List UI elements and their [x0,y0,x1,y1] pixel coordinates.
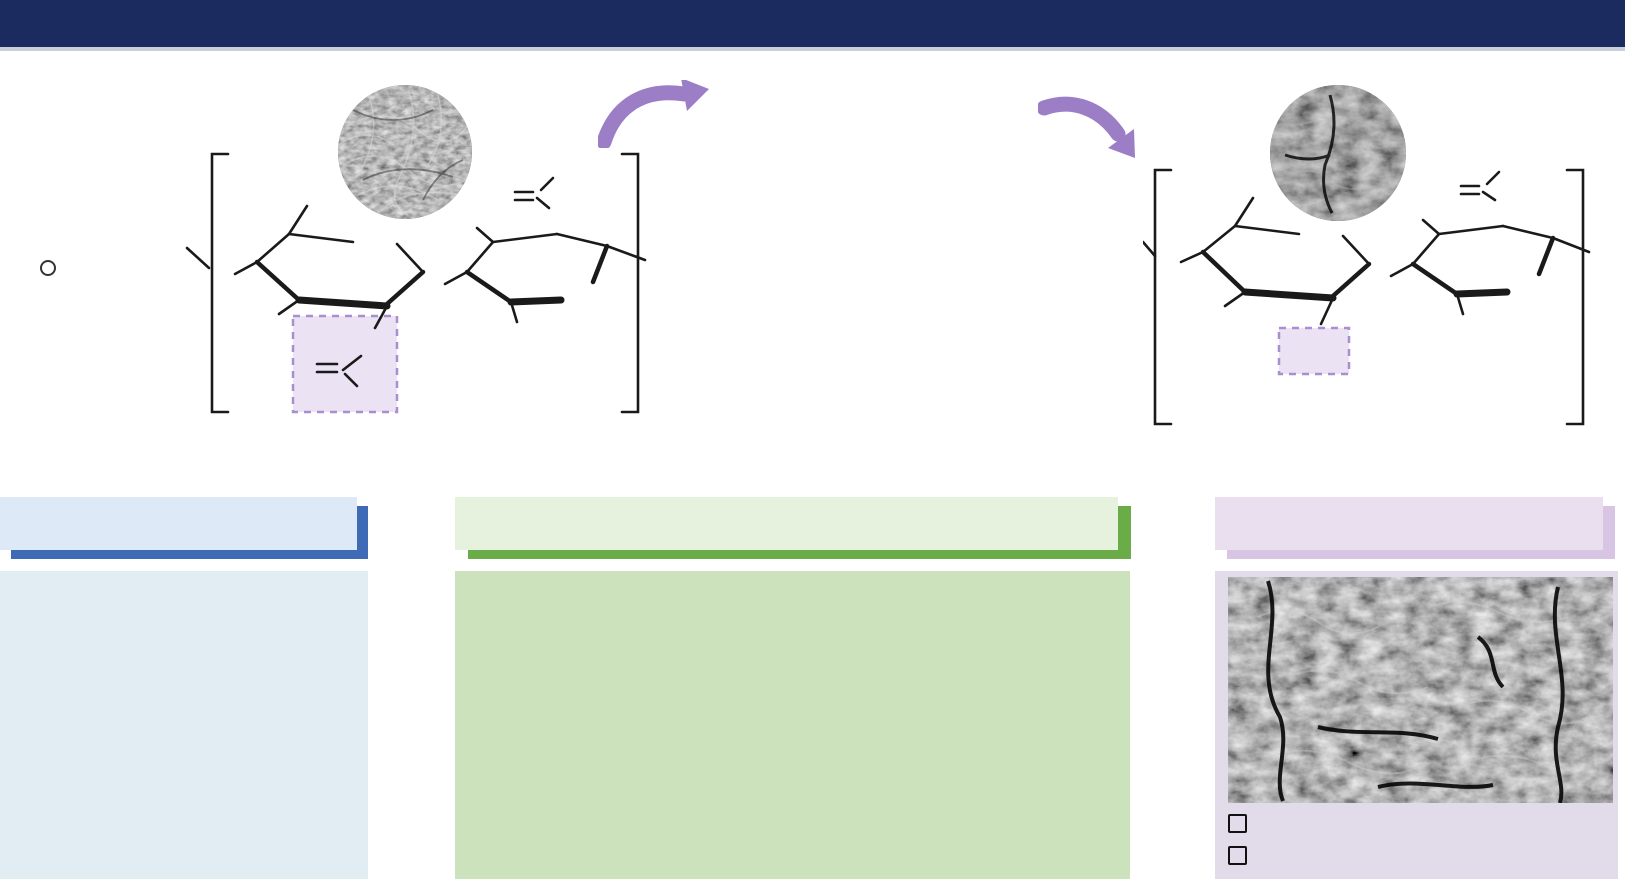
alkaline-panel-body [0,571,368,879]
effects-panel-body [455,571,1130,879]
bullet-row [1228,846,1261,865]
chitosan-sem-inset [1270,85,1406,221]
beaker-icon [712,322,772,418]
effects-panel-header [455,497,1118,550]
checkbox-icon [1228,814,1247,833]
chitin-structure [185,152,647,414]
amine-highlight-box [1277,326,1351,376]
beaker-icon [134,776,188,868]
alkaline-panel-header [0,497,357,550]
left-bracket [210,152,230,414]
kmno4-panel-header [1215,497,1603,550]
char-highlights [1289,120,1391,190]
right-bracket [1565,168,1585,426]
chitosan-structure [1143,168,1591,426]
chitin-sem-inset [338,85,472,219]
curved-arrow-right-icon [1036,96,1138,166]
char-highlights [1257,601,1589,775]
banner [0,0,1625,51]
right-bracket [620,152,640,414]
char-cracks [1266,580,1565,803]
mycelium-drawing [36,78,236,458]
left-bracket [1153,168,1173,426]
acetyl-highlight-box [291,314,399,414]
fiber-strands [338,89,469,216]
mycelium-center [40,260,56,276]
bullet-row [1228,814,1261,833]
stopwatch-icon [130,694,188,764]
thermometer-icon [726,156,760,238]
degree-axis-label [21,570,93,880]
stopwatch-icon [714,252,772,324]
thermometer-icon [142,597,174,673]
curved-arrow-left-icon [596,78,710,150]
char-sem-image [1228,577,1613,803]
checkbox-icon [1228,846,1247,865]
